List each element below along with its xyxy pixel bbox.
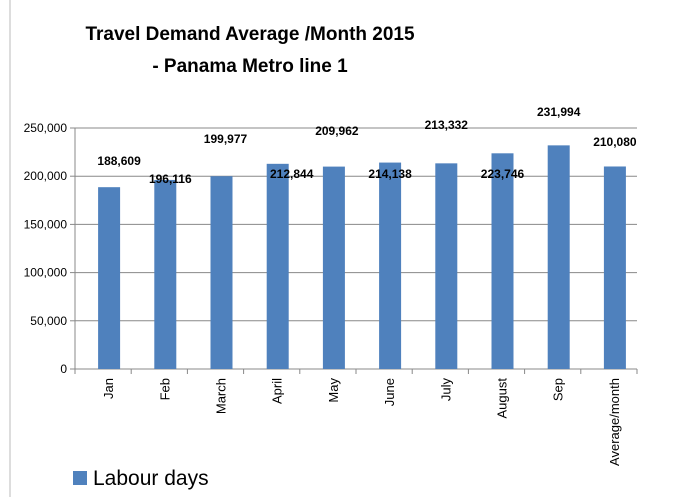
bar [379, 162, 402, 369]
data-label: 214,138 [368, 167, 412, 181]
bar [322, 166, 345, 369]
bar [210, 176, 233, 369]
y-tick-label: 200,000 [24, 169, 68, 183]
bar [98, 187, 121, 369]
x-tick-label: April [270, 378, 285, 404]
bar [266, 163, 289, 369]
bar [547, 145, 570, 369]
bar [435, 163, 458, 369]
data-label: 196,116 [149, 172, 192, 186]
legend-label: Labour days [93, 467, 209, 490]
y-tick-label: 50,000 [30, 314, 67, 328]
chart-title: Travel Demand Average /Month 2015 [85, 24, 415, 45]
data-label: 231,994 [537, 105, 581, 119]
data-label: 188,609 [97, 154, 141, 168]
x-tick-label: Sep [551, 378, 566, 401]
bar [154, 179, 177, 369]
data-label: 223,746 [481, 167, 525, 181]
bar [603, 166, 626, 369]
data-label: 210,080 [593, 135, 637, 149]
y-tick-label: 150,000 [24, 217, 68, 231]
x-tick-label: May [326, 378, 341, 403]
data-label: 209,962 [315, 124, 359, 138]
x-tick-label: June [382, 378, 397, 406]
data-label: 212,844 [270, 167, 314, 181]
x-tick-label: Feb [157, 378, 172, 400]
x-tick-label: Average/month [607, 378, 622, 466]
x-tick-label: March [214, 378, 229, 414]
bar [491, 153, 514, 369]
y-tick-label: 0 [60, 362, 67, 376]
x-tick-label: Jan [101, 378, 116, 399]
y-tick-label: 100,000 [24, 266, 68, 280]
y-tick-label: 250,000 [24, 121, 68, 135]
x-tick-label: August [495, 378, 510, 419]
legend-swatch [73, 471, 87, 485]
data-label: 199,977 [204, 132, 248, 146]
data-label: 213,332 [425, 118, 469, 132]
chart-title-continued: - Panama Metro line 1 [152, 56, 348, 77]
x-tick-label: July [438, 378, 453, 402]
